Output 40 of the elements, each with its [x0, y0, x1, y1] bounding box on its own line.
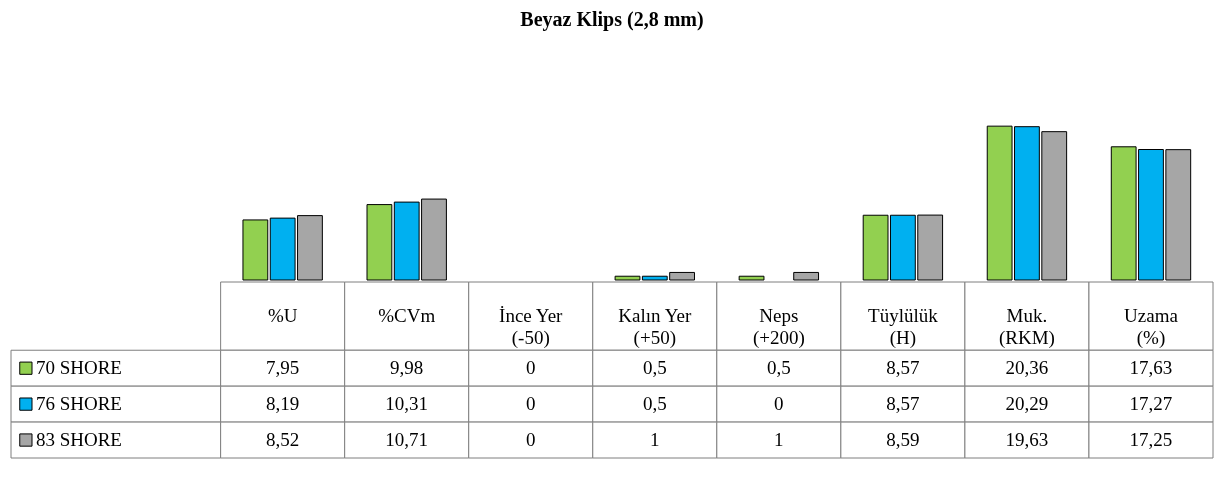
- data-label: 20,29: [1005, 393, 1049, 415]
- data-label: 0,5: [766, 357, 791, 379]
- data-label: 0: [526, 393, 536, 415]
- bar: [738, 275, 765, 281]
- chart-title: Beyaz Klips (2,8 mm): [520, 8, 704, 31]
- bar: [366, 204, 393, 281]
- data-label: 10,71: [385, 429, 429, 451]
- x-tick-label: Kalın Yer (+50): [618, 305, 692, 350]
- data-label: 1: [650, 429, 660, 451]
- x-tick-label: %CVm: [378, 305, 436, 327]
- data-label: 8,57: [886, 357, 920, 379]
- data-label: 1: [774, 429, 784, 451]
- data-label: 0: [774, 393, 784, 415]
- data-label: 0,5: [642, 357, 667, 379]
- data-label: 17,27: [1129, 393, 1173, 415]
- data-label: 17,63: [1129, 357, 1173, 379]
- bar: [242, 219, 269, 281]
- x-tick-label: İnce Yer (-50): [499, 305, 564, 350]
- legend-label: 76 SHORE: [35, 393, 122, 415]
- x-tick-label: Tüylülük (H): [868, 305, 939, 350]
- x-tick-label: %U: [267, 305, 298, 327]
- data-label: 10,31: [385, 393, 429, 415]
- x-tick-label: Neps (+200): [752, 305, 805, 350]
- data-label: 8,59: [886, 429, 920, 451]
- data-label: 9,98: [390, 357, 424, 379]
- data-label: 0: [526, 429, 536, 451]
- data-label: 8,19: [266, 393, 300, 415]
- data-label: 20,36: [1005, 357, 1049, 379]
- data-label: 0: [526, 357, 536, 379]
- data-label: 8,52: [266, 429, 300, 451]
- data-label: 0,5: [642, 393, 667, 415]
- legend-label: 70 SHORE: [35, 357, 122, 379]
- data-label: 17,25: [1129, 429, 1173, 451]
- legend-label: 83 SHORE: [35, 429, 122, 451]
- x-tick-label: Muk. (RKM): [998, 305, 1055, 350]
- data-label: 8,57: [886, 393, 920, 415]
- x-tick-label: Uzama (%): [1124, 305, 1179, 350]
- bar: [793, 271, 820, 281]
- data-label: 19,63: [1005, 429, 1049, 451]
- data-label: 7,95: [266, 357, 300, 379]
